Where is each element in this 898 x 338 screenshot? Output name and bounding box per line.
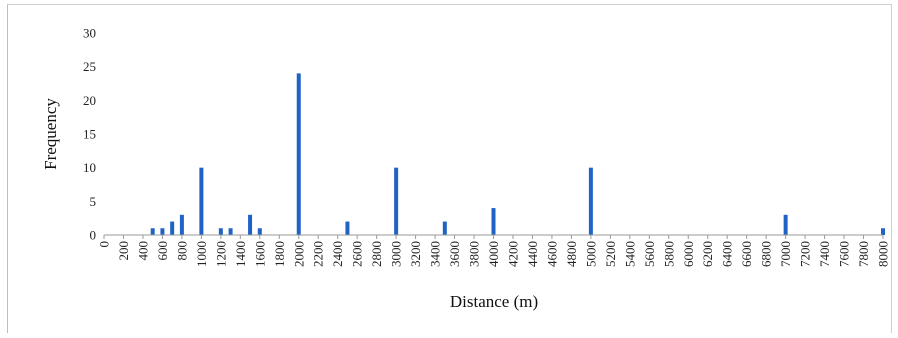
x-tick-label: 6200: [700, 241, 715, 267]
x-tick-label: 1000: [194, 241, 209, 267]
bar: [170, 221, 175, 235]
bar: [588, 167, 593, 235]
y-tick-label: 25: [83, 59, 96, 74]
x-tick-label: 4000: [486, 241, 501, 267]
bar: [228, 228, 233, 235]
x-tick-label: 6400: [720, 241, 735, 267]
x-tick-label: 600: [155, 241, 170, 261]
x-tick-label: 3200: [408, 241, 423, 267]
y-tick-label: 30: [83, 26, 96, 41]
y-tick-label: 5: [90, 194, 97, 209]
y-tick-label: 10: [83, 160, 96, 175]
x-tick-label: 3400: [428, 241, 443, 267]
x-tick-label: 7000: [778, 241, 793, 267]
y-axis-title: Frequency: [41, 98, 60, 170]
x-tick-label: 800: [174, 241, 189, 261]
bar: [218, 228, 223, 235]
x-tick-label: 7800: [856, 241, 871, 267]
y-axis-ticks: 0 5 10 15 20 25 30: [83, 26, 96, 243]
x-tick-label: 3000: [389, 241, 404, 267]
x-tick-label: 2000: [291, 241, 306, 267]
x-tick-label: 5400: [622, 241, 637, 267]
x-tick-label: 4200: [505, 241, 520, 267]
x-tick-label: 8000: [876, 241, 891, 267]
x-tick-label: 6600: [739, 241, 754, 267]
x-tick-label: 2600: [350, 241, 365, 267]
x-tick-label: 6000: [681, 241, 696, 267]
bar: [442, 221, 447, 235]
bar: [881, 228, 885, 235]
x-tick-label: 200: [116, 241, 131, 261]
x-tick-label: 5800: [661, 241, 676, 267]
x-tick-label: 4400: [525, 241, 540, 267]
bar: [160, 228, 165, 235]
bar: [179, 214, 184, 235]
bar: [199, 167, 204, 235]
x-axis-title: Distance (m): [450, 292, 538, 311]
x-tick-label: 4600: [544, 241, 559, 267]
x-tick-label: 2400: [330, 241, 345, 267]
x-tick-label: 1800: [272, 241, 287, 267]
x-tick-label: 2200: [311, 241, 326, 267]
y-tick-label: 15: [83, 127, 96, 142]
x-tick-label: 0: [97, 241, 112, 248]
x-tick-label: 400: [135, 241, 150, 261]
bar: [296, 73, 301, 236]
bar: [783, 214, 788, 235]
x-tick-label: 7600: [837, 241, 852, 267]
bar: [491, 208, 496, 235]
x-tick-label: 7200: [798, 241, 813, 267]
x-tick-label: 1600: [252, 241, 267, 267]
x-tick-label: 5200: [603, 241, 618, 267]
x-tick-label: 5000: [583, 241, 598, 267]
x-tick-label: 6800: [759, 241, 774, 267]
x-tick-label: 1200: [213, 241, 228, 267]
x-tick-label: 3800: [467, 241, 482, 267]
x-tick-label: 4800: [564, 241, 579, 267]
y-tick-label: 20: [83, 93, 96, 108]
bar: [248, 214, 253, 235]
x-axis-ticks: 0 200 400 600 800 1000 1200 1400 1600 1800 2000 220…: [97, 235, 891, 267]
y-tick-label: 0: [90, 228, 97, 243]
bar: [345, 221, 350, 235]
x-tick-label: 2800: [369, 241, 384, 267]
x-tick-label: 1400: [233, 241, 248, 267]
x-tick-label: 7400: [817, 241, 832, 267]
bar: [150, 228, 155, 235]
chart-frame: [7, 4, 892, 333]
x-tick-label: 3600: [447, 241, 462, 267]
bar: [394, 167, 399, 235]
x-tick-label: 5600: [642, 241, 657, 267]
bars: [150, 73, 885, 236]
bar: [257, 228, 262, 235]
